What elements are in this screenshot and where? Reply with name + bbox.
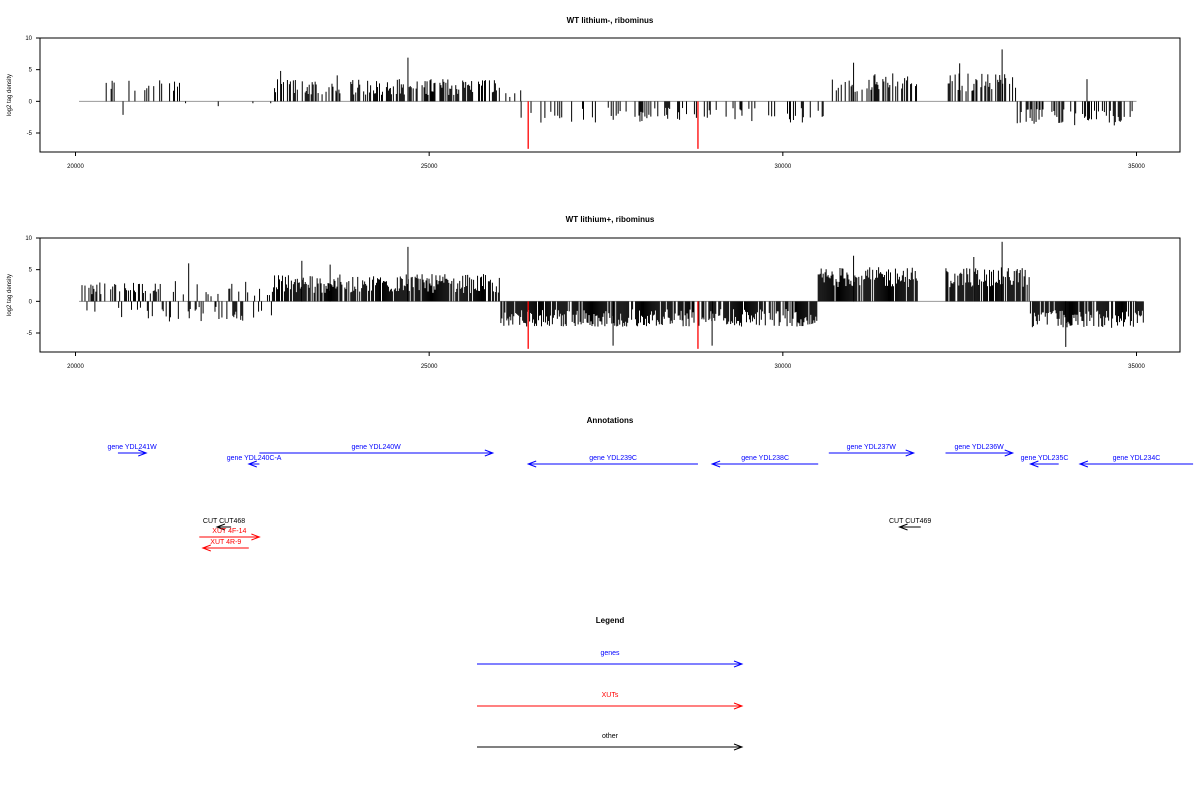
track-panel-lithium-plus: WT lithium+, ribominus log2 tag density … [7,215,1181,370]
feature-label: gene YDL237W [847,444,897,451]
x-tick-label: 30000 [774,164,791,170]
track-title: WT lithium+, ribominus [566,215,655,224]
axis-ticks: 20000 25000 30000 35000 10 5 0 -5 [25,236,1145,370]
legend-arrow [477,702,744,710]
feature-arrow [259,449,495,457]
x-tick-label: 20000 [67,364,84,370]
feature-label: CUT CUT468 [203,518,245,525]
plot-frame [39,37,1181,153]
legend-panel: Legend genes XUTs other [477,616,744,751]
y-tick-label: 0 [29,99,33,105]
red-markers [527,301,699,349]
red-markers [527,101,699,149]
feature-arrow [1028,460,1059,468]
x-tick-label: 25000 [421,164,438,170]
feature-arrow [1078,460,1194,468]
legend-arrow [477,660,744,668]
feature-arrow [898,523,921,531]
feature-arrow [526,460,698,468]
feature-arrow [117,449,148,457]
density-bars [79,241,1144,347]
plot-frame [39,237,1181,353]
legend-title: Legend [596,616,625,625]
x-tick-label: 30000 [774,364,791,370]
feature-label: XUT 4R-9 [210,539,241,546]
density-bars [79,49,1137,126]
feature-label: gene YDL239C [589,455,637,462]
y-tick-label: 5 [29,68,33,74]
annotation-features: gene YDL241W gene YDL240C-A gene YDL240W ge… [107,444,1194,552]
y-axis-label: log2 tag density [7,274,13,316]
feature-label: gene YDL235C [1021,455,1069,462]
feature-label: gene YDL240W [351,444,401,451]
x-tick-label: 35000 [1128,364,1145,370]
feature-arrow [710,460,819,468]
feature-arrow [199,533,261,541]
legend-label: other [602,733,619,740]
y-tick-label: 0 [29,299,33,305]
feature-arrow [828,449,916,457]
x-tick-label: 20000 [67,164,84,170]
feature-arrow [945,449,1015,457]
feature-label: gene YDL234C [1113,455,1161,462]
y-axis-label: log2 tag density [7,74,13,116]
y-tick-label: 5 [29,268,33,274]
legend-arrow [477,743,744,751]
legend-entries: genes XUTs other [477,650,744,751]
y-tick-label: -5 [27,131,33,137]
x-tick-label: 25000 [421,364,438,370]
legend-label: genes [600,650,620,657]
feature-arrow [247,460,260,468]
y-tick-label: 10 [25,36,32,42]
feature-arrow [215,523,232,531]
track-panel-lithium-minus: WT lithium-, ribominus log2 tag density … [7,16,1181,170]
feature-label: gene YDL236W [954,444,1004,451]
feature-label: gene YDL241W [107,444,157,451]
annotations-title: Annotations [587,416,634,425]
feature-label: gene YDL240C-A [227,455,282,462]
feature-label: CUT CUT469 [889,518,931,525]
y-tick-label: 10 [25,236,32,242]
feature-label: gene YDL238C [741,455,789,462]
track-title: WT lithium-, ribominus [567,16,654,25]
y-tick-label: -5 [27,331,33,337]
axis-ticks: 20000 25000 30000 35000 10 5 0 -5 [25,36,1145,170]
legend-label: XUTs [602,692,619,699]
feature-arrow [201,544,249,552]
feature-label: XUT 4F-14 [212,528,246,535]
x-tick-label: 35000 [1128,164,1145,170]
